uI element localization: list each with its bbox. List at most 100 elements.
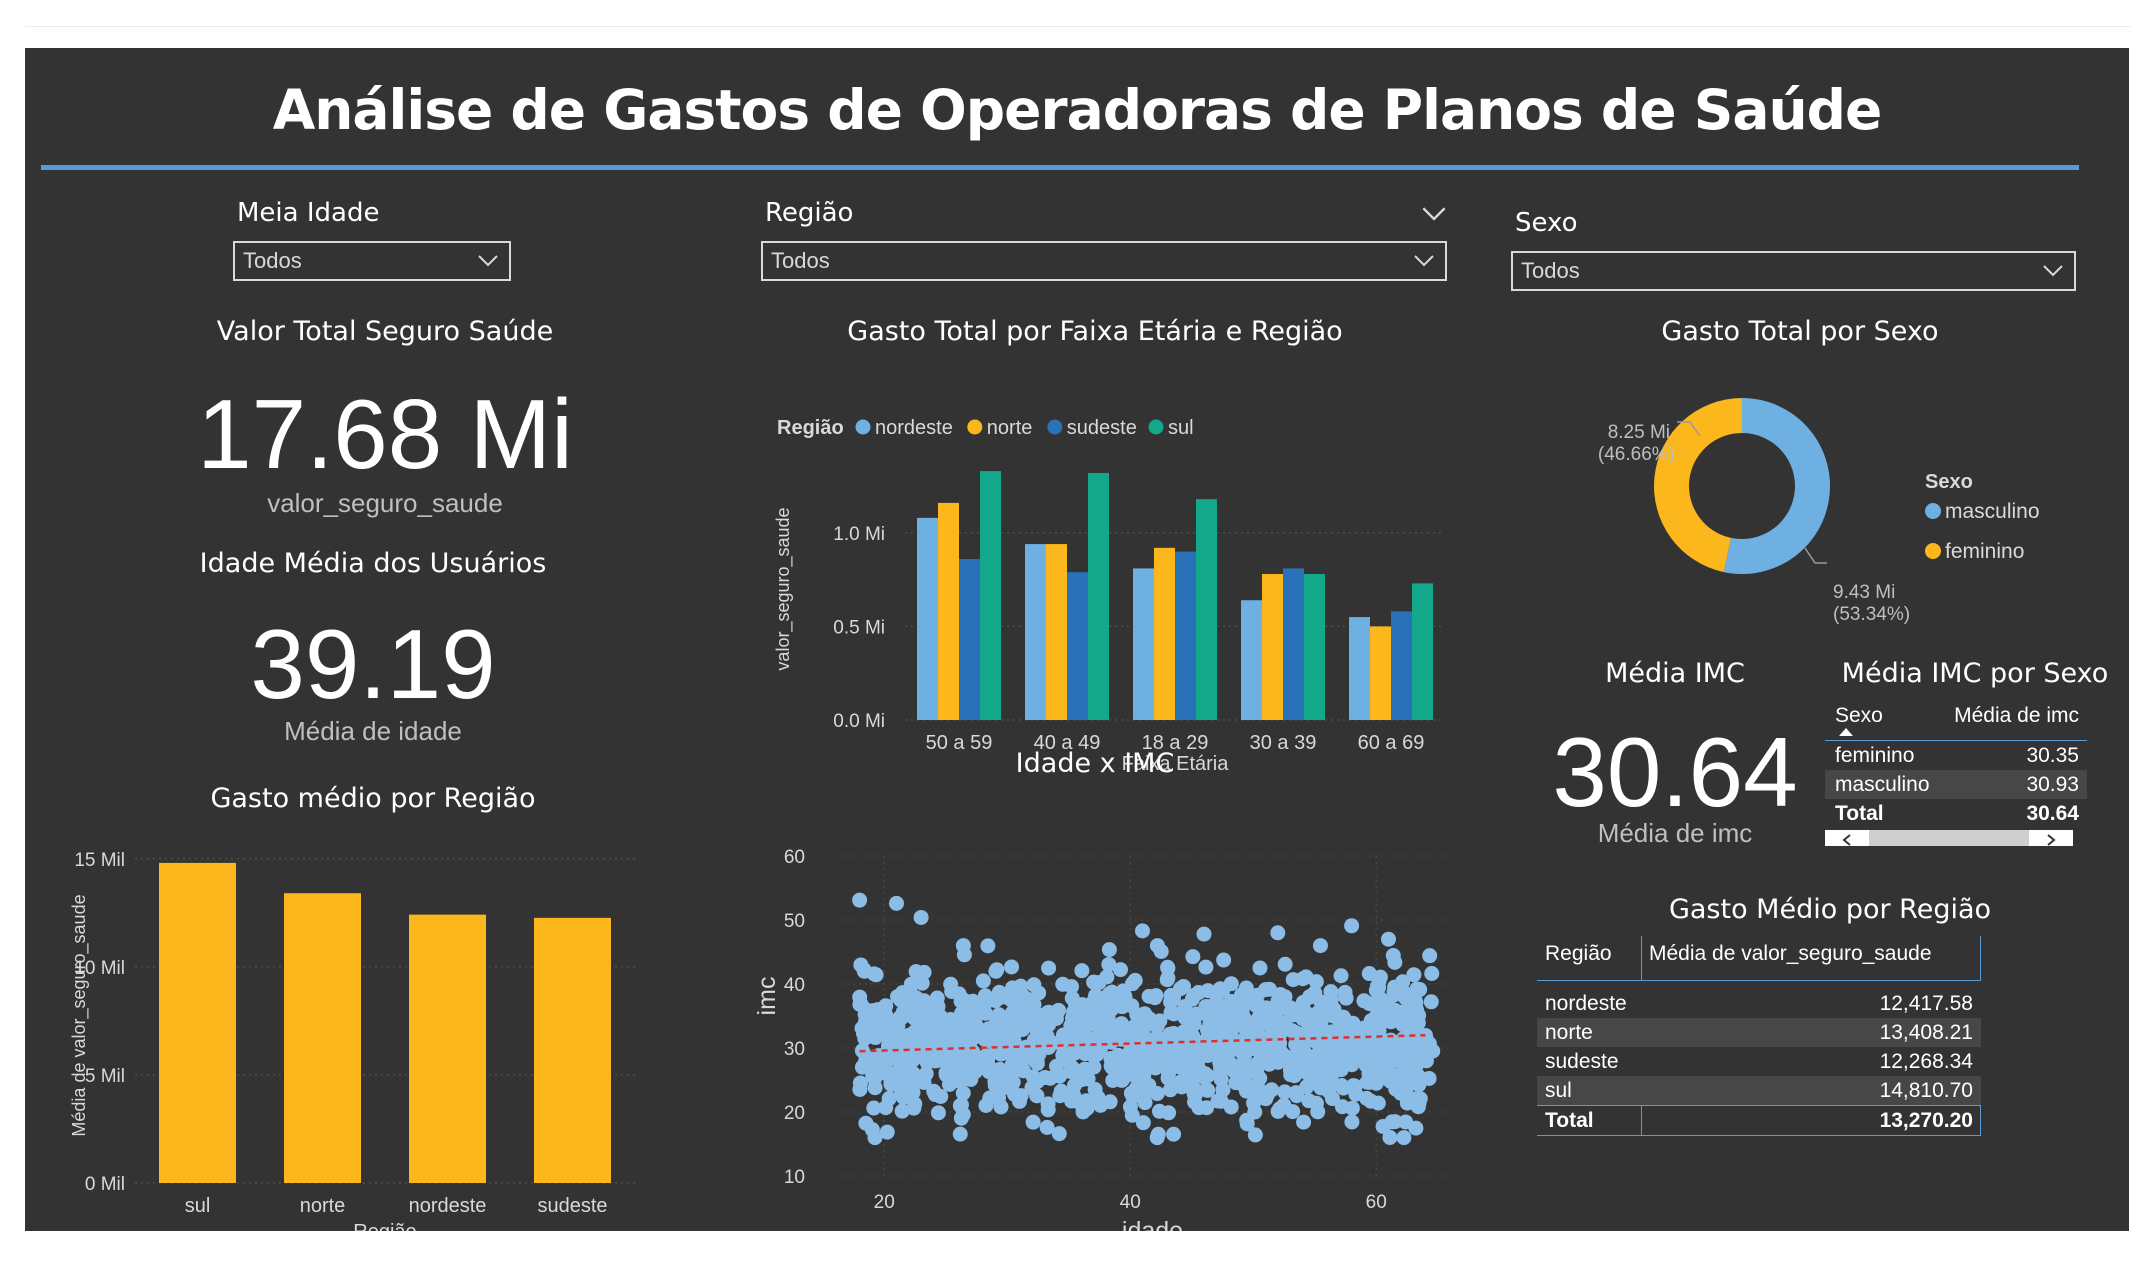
- scatter-point[interactable]: [950, 1041, 966, 1057]
- scatter-point[interactable]: [1087, 1081, 1103, 1097]
- scatter-point[interactable]: [1406, 967, 1422, 983]
- scatter-point[interactable]: [1344, 1057, 1360, 1073]
- scatter-point[interactable]: [1320, 1068, 1336, 1084]
- bar-norte-30a39[interactable]: [1262, 574, 1283, 720]
- bar-norte-18a29[interactable]: [1154, 547, 1175, 720]
- scatter-point[interactable]: [966, 1046, 982, 1062]
- slicer-regiao-dropdown[interactable]: Todos: [761, 241, 1447, 281]
- scatter-point[interactable]: [868, 967, 884, 983]
- scatter-point[interactable]: [857, 1014, 873, 1030]
- bar-nordeste-18a29[interactable]: [1133, 568, 1154, 720]
- scatter-point[interactable]: [1040, 1096, 1056, 1112]
- scatter-point[interactable]: [1369, 1007, 1385, 1023]
- scatter-point[interactable]: [989, 962, 1005, 978]
- bar-sudeste[interactable]: [534, 917, 611, 1183]
- scatter-point[interactable]: [1246, 1095, 1262, 1111]
- scatter-point[interactable]: [1128, 1082, 1144, 1098]
- scatter-point[interactable]: [870, 1002, 886, 1018]
- scatter-point[interactable]: [1213, 1071, 1229, 1087]
- scatter-point[interactable]: [1238, 1077, 1254, 1093]
- table-row[interactable]: masculino 30.93: [1825, 770, 2087, 799]
- scatter-point[interactable]: [919, 1006, 935, 1022]
- scatter-point[interactable]: [1026, 1052, 1042, 1068]
- scatter-point[interactable]: [1395, 1049, 1411, 1065]
- table-row[interactable]: nordeste 12,417.58: [1537, 989, 1981, 1018]
- scatter-point[interactable]: [1310, 1104, 1326, 1120]
- scatter-point[interactable]: [1027, 1005, 1043, 1021]
- scatter-point[interactable]: [1375, 1048, 1391, 1064]
- scatter-point[interactable]: [944, 983, 960, 999]
- scatter-point[interactable]: [991, 984, 1007, 1000]
- scatter-point[interactable]: [1271, 1035, 1287, 1051]
- scatter-point[interactable]: [1239, 1027, 1255, 1043]
- scatter-point[interactable]: [1361, 966, 1377, 982]
- scatter-point[interactable]: [1067, 996, 1083, 1012]
- bar-norte-60a69[interactable]: [1370, 626, 1391, 720]
- scatter-point[interactable]: [867, 1130, 883, 1146]
- scatter-point[interactable]: [944, 1022, 960, 1038]
- scatter-point[interactable]: [1410, 1068, 1426, 1084]
- scatter-point[interactable]: [1272, 986, 1288, 1002]
- scatter-point[interactable]: [1239, 1062, 1255, 1078]
- scatter-point[interactable]: [1137, 1095, 1153, 1111]
- scatter-point[interactable]: [1105, 1072, 1121, 1088]
- scatter-point[interactable]: [1161, 1050, 1177, 1066]
- bar-sudeste-50a59[interactable]: [959, 559, 980, 720]
- scatter-point[interactable]: [1301, 1093, 1317, 1109]
- scatter-point[interactable]: [938, 1067, 954, 1083]
- scatter-point[interactable]: [852, 1081, 868, 1097]
- scatter-point[interactable]: [867, 1030, 883, 1046]
- scatter-point[interactable]: [1053, 1083, 1069, 1099]
- scatter-point[interactable]: [1272, 1000, 1288, 1016]
- scatter-point[interactable]: [1398, 1114, 1414, 1130]
- scatter-point[interactable]: [1141, 1077, 1157, 1093]
- scatter-point[interactable]: [1239, 1116, 1255, 1132]
- scatter-point[interactable]: [1074, 963, 1090, 979]
- scatter-point[interactable]: [1101, 956, 1117, 972]
- scatter-point[interactable]: [1344, 918, 1360, 934]
- scatter-point[interactable]: [975, 973, 991, 989]
- horizontal-scrollbar[interactable]: [1825, 830, 2073, 846]
- bar-norte-40a49[interactable]: [1046, 544, 1067, 720]
- scatter-point[interactable]: [889, 895, 904, 911]
- scatter-point[interactable]: [1099, 969, 1115, 985]
- scatter-point[interactable]: [1261, 1046, 1277, 1062]
- scatter-point[interactable]: [978, 1097, 994, 1113]
- chevron-down-icon[interactable]: [1421, 200, 1447, 226]
- scatter-point[interactable]: [1055, 1027, 1071, 1043]
- bar-norte[interactable]: [284, 893, 361, 1183]
- scatter-point[interactable]: [1277, 956, 1293, 972]
- scatter-point[interactable]: [952, 1098, 968, 1114]
- scatter-point[interactable]: [993, 1099, 1009, 1115]
- scatter-point[interactable]: [1332, 1015, 1348, 1031]
- scatter-point[interactable]: [1324, 1091, 1340, 1107]
- scatter-point[interactable]: [1102, 996, 1118, 1012]
- scatter-point[interactable]: [1112, 962, 1128, 978]
- scatter-point[interactable]: [1124, 1107, 1140, 1123]
- scatter-point[interactable]: [1166, 1126, 1182, 1142]
- scatter-point[interactable]: [1395, 974, 1411, 990]
- scatter-point[interactable]: [1345, 1020, 1361, 1036]
- scatter-point[interactable]: [1296, 1001, 1312, 1017]
- column-header-regiao[interactable]: Região: [1545, 942, 1612, 965]
- scatter-point[interactable]: [1092, 1097, 1108, 1113]
- scatter-point[interactable]: [1074, 1098, 1090, 1114]
- scatter-point[interactable]: [894, 990, 910, 1006]
- scatter-point[interactable]: [1200, 1007, 1216, 1023]
- scatter-point[interactable]: [867, 1080, 883, 1096]
- scatter-point[interactable]: [1127, 972, 1143, 988]
- scatter-point[interactable]: [1079, 1045, 1095, 1061]
- scatter-point[interactable]: [1160, 959, 1176, 975]
- scatter-point[interactable]: [1252, 1070, 1268, 1086]
- scatter-point[interactable]: [1186, 1016, 1202, 1032]
- scatter-point[interactable]: [1025, 1069, 1041, 1085]
- legend-label-feminino[interactable]: feminino: [1945, 540, 2024, 563]
- scatter-point[interactable]: [1236, 1010, 1252, 1026]
- scatter-point[interactable]: [1012, 1093, 1028, 1109]
- scatter-point[interactable]: [903, 1041, 919, 1057]
- scatter-point[interactable]: [1385, 948, 1401, 964]
- scatter-point[interactable]: [1051, 1126, 1067, 1142]
- scatter-point[interactable]: [1296, 1114, 1312, 1130]
- bar-sul-60a69[interactable]: [1412, 583, 1433, 720]
- scatter-point[interactable]: [1162, 1082, 1178, 1098]
